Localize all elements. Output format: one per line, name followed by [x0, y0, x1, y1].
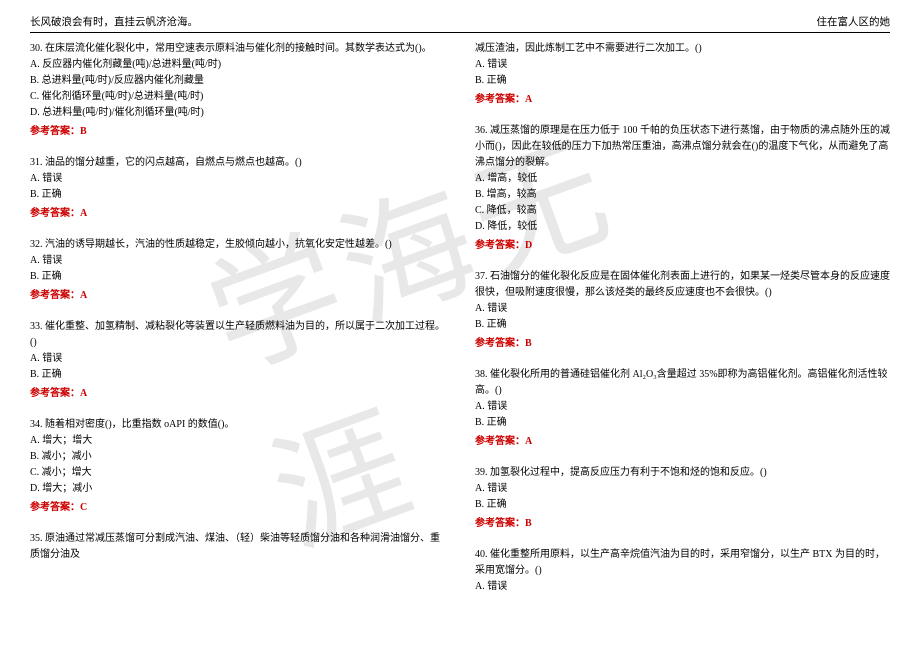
question-block: 减压渣油，因此炼制工艺中不需要进行二次加工。()A. 错误B. 正确参考答案：A — [475, 41, 890, 108]
answer-text: 参考答案：A — [30, 206, 445, 222]
right-column: 减压渣油，因此炼制工艺中不需要进行二次加工。()A. 错误B. 正确参考答案：A… — [475, 41, 890, 610]
question-text: 34. 随着相对密度()，比重指数 oAPI 的数值()。 — [30, 417, 445, 433]
option-text: D. 降低，较低 — [475, 219, 890, 235]
columns-container: 30. 在床层流化催化裂化中，常用空速表示原料油与催化剂的接触时间。其数学表达式… — [30, 41, 890, 610]
question-block: 38. 催化裂化所用的普通硅铝催化剂 Al₂O₃含量超过 35%即称为高铝催化剂… — [475, 367, 890, 450]
question-text: 31. 油品的馏分越重，它的闪点越高，自燃点与燃点也越高。() — [30, 155, 445, 171]
option-text: A. 错误 — [475, 481, 890, 497]
answer-text: 参考答案：C — [30, 500, 445, 516]
question-block: 34. 随着相对密度()，比重指数 oAPI 的数值()。A. 增大；增大B. … — [30, 417, 445, 516]
answer-text: 参考答案：A — [30, 386, 445, 402]
question-text: 40. 催化重整所用原料，以生产高辛烷值汽油为目的时，采用窄馏分，以生产 BTX… — [475, 547, 890, 579]
option-text: B. 增高，较高 — [475, 187, 890, 203]
option-text: A. 错误 — [30, 351, 445, 367]
option-text: B. 总进料量(吨/时)/反应器内催化剂藏量 — [30, 73, 445, 89]
option-text: B. 正确 — [475, 73, 890, 89]
option-text: D. 总进料量(吨/时)/催化剂循环量(吨/时) — [30, 105, 445, 121]
option-text: B. 正确 — [475, 415, 890, 431]
question-text: 30. 在床层流化催化裂化中，常用空速表示原料油与催化剂的接触时间。其数学表达式… — [30, 41, 445, 57]
answer-text: 参考答案：B — [475, 516, 890, 532]
option-text: C. 催化剂循环量(吨/时)/总进料量(吨/时) — [30, 89, 445, 105]
question-block: 35. 原油通过常减压蒸馏可分割成汽油、煤油、（轻）柴油等轻质馏分油和各种润滑油… — [30, 531, 445, 563]
question-text: 39. 加氢裂化过程中，提高反应压力有利于不饱和烃的饱和反应。() — [475, 465, 890, 481]
option-text: A. 增高，较低 — [475, 171, 890, 187]
page-header: 长风破浪会有时，直挂云帆济沧海。 住在富人区的她 — [30, 14, 890, 33]
answer-text: 参考答案：B — [30, 124, 445, 140]
question-text: 38. 催化裂化所用的普通硅铝催化剂 Al₂O₃含量超过 35%即称为高铝催化剂… — [475, 367, 890, 399]
page-content: 长风破浪会有时，直挂云帆济沧海。 住在富人区的她 30. 在床层流化催化裂化中，… — [0, 0, 920, 624]
question-text: 37. 石油馏分的催化裂化反应是在固体催化剂表面上进行的，如果某一烃类尽管本身的… — [475, 269, 890, 301]
question-text: 36. 减压蒸馏的原理是在压力低于 100 千帕的负压状态下进行蒸馏，由于物质的… — [475, 123, 890, 171]
question-block: 31. 油品的馏分越重，它的闪点越高，自燃点与燃点也越高。()A. 错误B. 正… — [30, 155, 445, 222]
left-column: 30. 在床层流化催化裂化中，常用空速表示原料油与催化剂的接触时间。其数学表达式… — [30, 41, 445, 610]
question-text: 35. 原油通过常减压蒸馏可分割成汽油、煤油、（轻）柴油等轻质馏分油和各种润滑油… — [30, 531, 445, 563]
option-text: A. 错误 — [475, 399, 890, 415]
question-block: 37. 石油馏分的催化裂化反应是在固体催化剂表面上进行的，如果某一烃类尽管本身的… — [475, 269, 890, 352]
option-text: B. 正确 — [475, 317, 890, 333]
question-text: 33. 催化重整、加氢精制、减粘裂化等装置以生产轻质燃料油为目的，所以属于二次加… — [30, 319, 445, 351]
answer-text: 参考答案：B — [475, 336, 890, 352]
option-text: A. 错误 — [475, 57, 890, 73]
question-block: 33. 催化重整、加氢精制、减粘裂化等装置以生产轻质燃料油为目的，所以属于二次加… — [30, 319, 445, 402]
option-text: A. 错误 — [475, 579, 890, 595]
option-text: A. 反应器内催化剂藏量(吨)/总进料量(吨/时) — [30, 57, 445, 73]
option-text: A. 错误 — [30, 171, 445, 187]
question-block: 40. 催化重整所用原料，以生产高辛烷值汽油为目的时，采用窄馏分，以生产 BTX… — [475, 547, 890, 595]
option-text: A. 错误 — [30, 253, 445, 269]
answer-text: 参考答案：A — [30, 288, 445, 304]
question-block: 30. 在床层流化催化裂化中，常用空速表示原料油与催化剂的接触时间。其数学表达式… — [30, 41, 445, 140]
option-text: B. 减小；减小 — [30, 449, 445, 465]
option-text: A. 增大；增大 — [30, 433, 445, 449]
question-block: 39. 加氢裂化过程中，提高反应压力有利于不饱和烃的饱和反应。()A. 错误B.… — [475, 465, 890, 532]
option-text: A. 错误 — [475, 301, 890, 317]
answer-text: 参考答案：A — [475, 92, 890, 108]
answer-text: 参考答案：A — [475, 434, 890, 450]
option-text: B. 正确 — [475, 497, 890, 513]
option-text: B. 正确 — [30, 367, 445, 383]
question-text: 减压渣油，因此炼制工艺中不需要进行二次加工。() — [475, 41, 890, 57]
header-left: 长风破浪会有时，直挂云帆济沧海。 — [30, 14, 198, 29]
question-block: 36. 减压蒸馏的原理是在压力低于 100 千帕的负压状态下进行蒸馏，由于物质的… — [475, 123, 890, 254]
option-text: D. 增大；减小 — [30, 481, 445, 497]
answer-text: 参考答案：D — [475, 238, 890, 254]
question-block: 32. 汽油的诱导期越长，汽油的性质越稳定，生胶倾向越小，抗氧化安定性越差。()… — [30, 237, 445, 304]
option-text: B. 正确 — [30, 269, 445, 285]
option-text: B. 正确 — [30, 187, 445, 203]
question-text: 32. 汽油的诱导期越长，汽油的性质越稳定，生胶倾向越小，抗氧化安定性越差。() — [30, 237, 445, 253]
option-text: C. 减小；增大 — [30, 465, 445, 481]
option-text: C. 降低，较高 — [475, 203, 890, 219]
header-right: 住在富人区的她 — [817, 14, 891, 29]
